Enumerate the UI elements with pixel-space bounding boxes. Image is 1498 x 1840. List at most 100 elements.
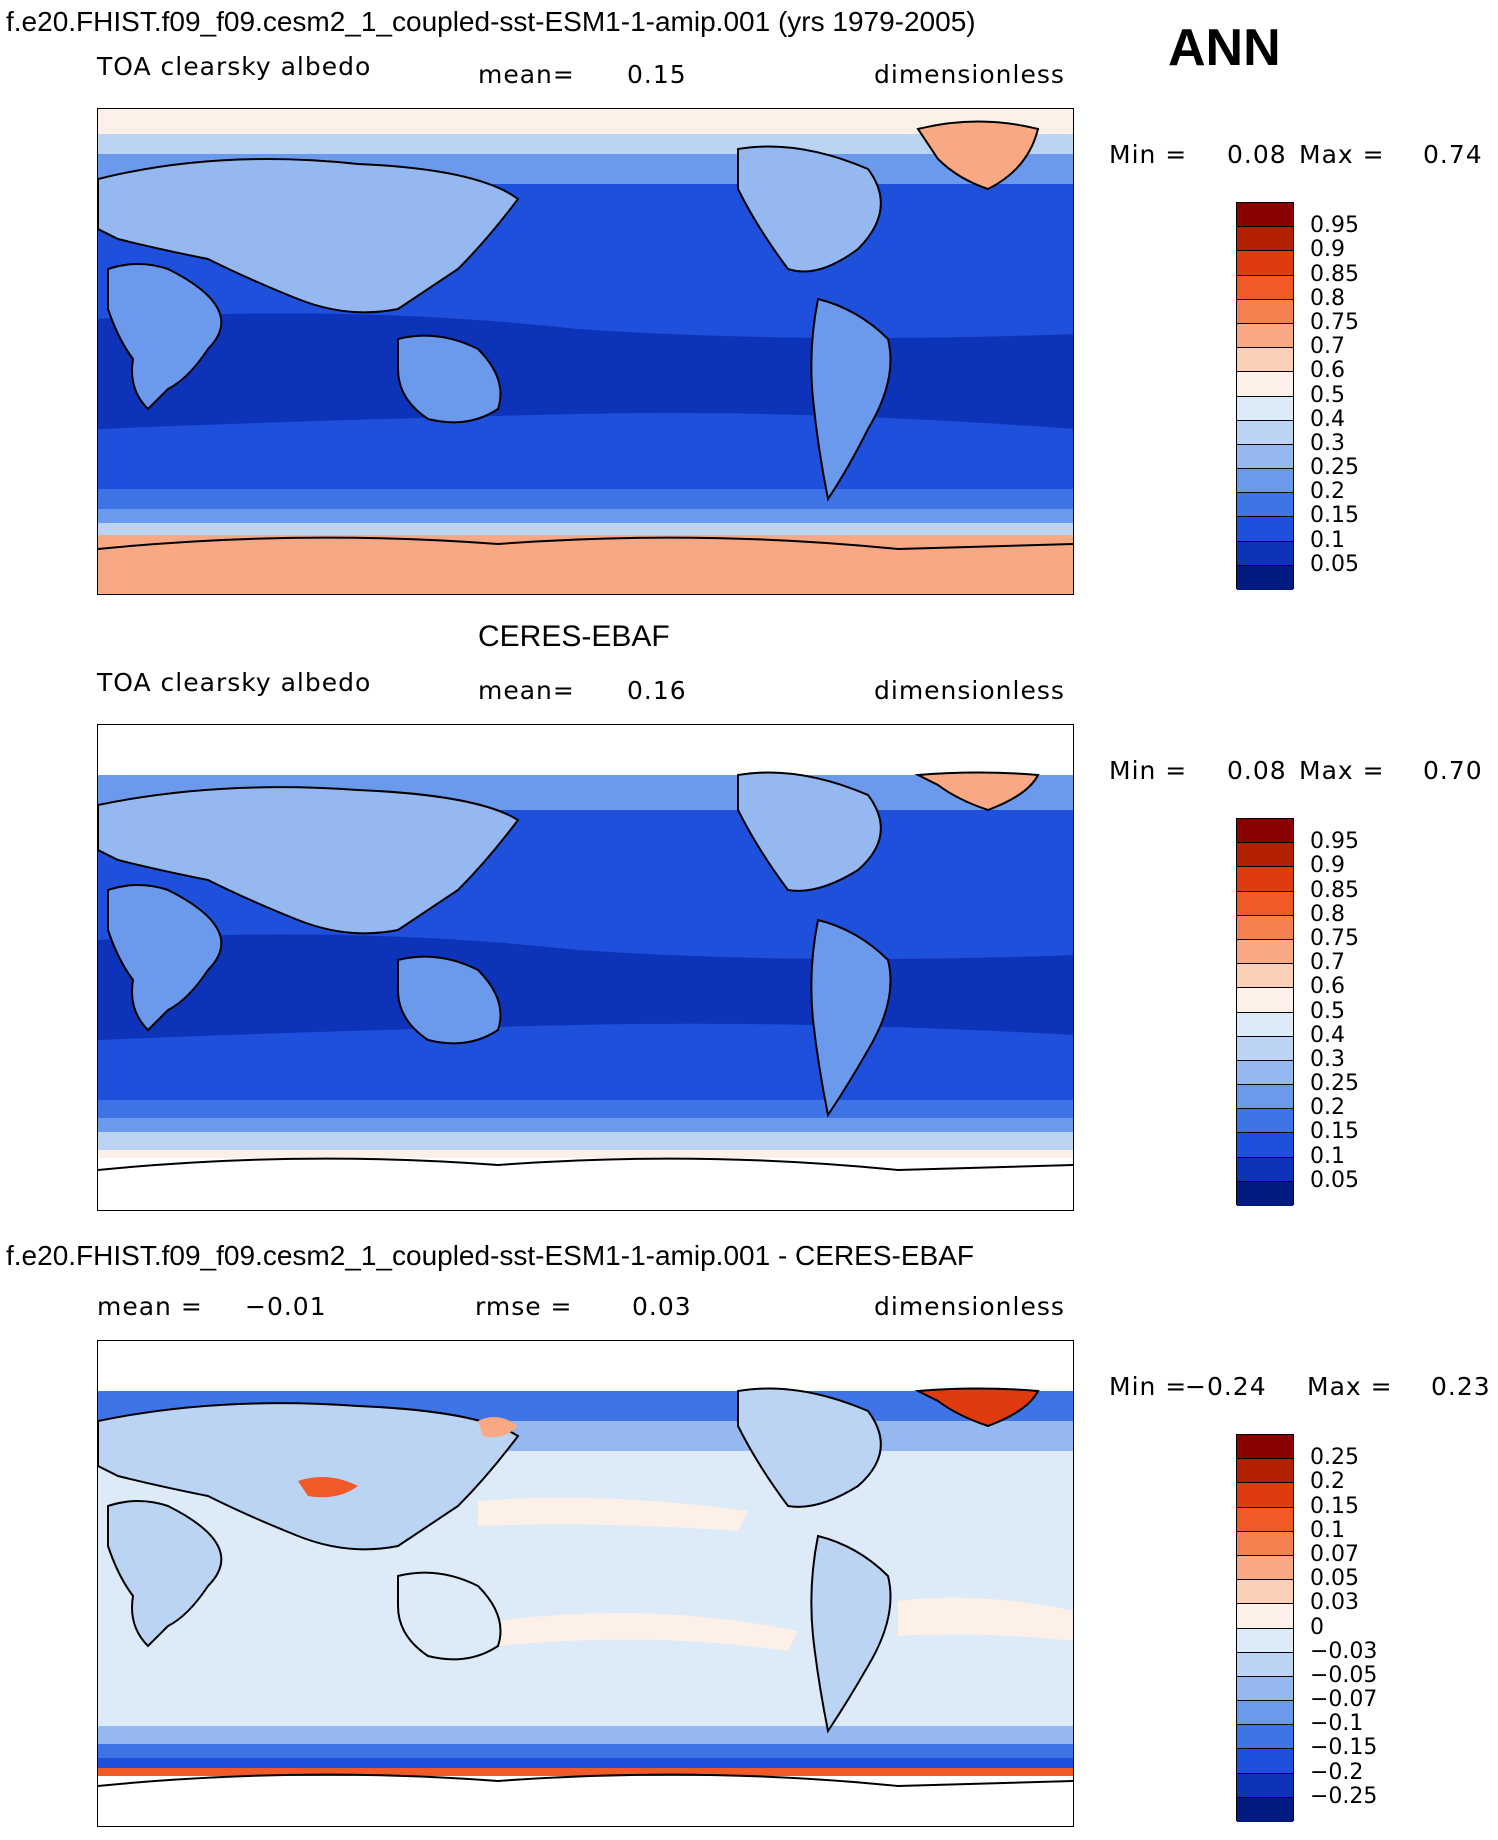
panel2-max-value: 0.70: [1423, 756, 1483, 785]
colorbar-tick-label: 0.9: [1310, 853, 1345, 879]
colorbar-tick-label: 0.15: [1310, 1493, 1359, 1519]
colorbar-swatch: [1237, 469, 1293, 494]
colorbar-tick-label: −0.1: [1310, 1711, 1364, 1737]
colorbar-tick-label: 0.9: [1310, 237, 1345, 263]
panel2-mean-label: mean=: [478, 676, 575, 705]
panel3-mean-label: mean =: [97, 1292, 203, 1321]
panel3-colorbar: [1236, 1434, 1294, 1822]
colorbar-swatch: [1237, 1580, 1293, 1605]
colorbar-swatch: [1237, 1749, 1293, 1774]
colorbar-swatch: [1237, 565, 1293, 590]
colorbar-tick-label: 0.7: [1310, 334, 1345, 360]
colorbar-swatch: [1237, 1012, 1293, 1037]
colorbar-tick-label: 0.05: [1310, 1566, 1359, 1592]
colorbar-swatch: [1237, 275, 1293, 300]
panel2-colorbar: [1236, 818, 1294, 1206]
colorbar-swatch: [1237, 1555, 1293, 1581]
colorbar-swatch: [1237, 517, 1293, 542]
colorbar-swatch: [1237, 964, 1293, 989]
season-label: ANN: [1168, 19, 1281, 77]
colorbar-tick-label: 0.85: [1310, 261, 1359, 287]
colorbar-swatch: [1237, 1157, 1293, 1182]
colorbar-swatch: [1237, 891, 1293, 916]
colorbar-swatch: [1237, 444, 1293, 470]
panel3-max-value: 0.23: [1431, 1372, 1491, 1401]
colorbar-tick-label: 0.7: [1310, 950, 1345, 976]
colorbar-swatch: [1237, 372, 1293, 397]
panel2-units: dimensionless: [874, 676, 1065, 705]
panel2-min-value: 0.08: [1227, 756, 1287, 785]
colorbar-tick-label: 0.1: [1310, 1143, 1345, 1169]
panel2-max-label: Max =: [1299, 756, 1385, 785]
colorbar-tick-label: 0.95: [1310, 829, 1359, 855]
colorbar-swatch: [1237, 988, 1293, 1013]
panel1-units: dimensionless: [874, 60, 1065, 89]
panel1-map-svg: [98, 109, 1073, 594]
colorbar-swatch: [1237, 541, 1293, 566]
colorbar-swatch: [1237, 1435, 1293, 1460]
colorbar-swatch: [1237, 1109, 1293, 1134]
colorbar-tick-label: 0: [1310, 1614, 1324, 1640]
colorbar-swatch: [1237, 1797, 1293, 1822]
colorbar-swatch: [1237, 1036, 1293, 1061]
colorbar-swatch: [1237, 1652, 1293, 1677]
colorbar-swatch: [1237, 867, 1293, 892]
colorbar-tick-label: 0.95: [1310, 213, 1359, 239]
colorbar-tick-label: 0.25: [1310, 1445, 1359, 1471]
colorbar-swatch: [1237, 1604, 1293, 1629]
panel3-map-svg: [98, 1341, 1073, 1826]
colorbar-tick-label: 0.75: [1310, 925, 1359, 951]
colorbar-swatch: [1237, 1085, 1293, 1110]
colorbar-tick-label: 0.4: [1310, 1022, 1345, 1048]
colorbar-tick-label: 0.8: [1310, 901, 1345, 927]
colorbar-swatch: [1237, 1725, 1293, 1750]
panel2-mean-value: 0.16: [627, 676, 687, 705]
colorbar-tick-label: 0.6: [1310, 358, 1345, 384]
colorbar-swatch: [1237, 1531, 1293, 1556]
colorbar-swatch: [1237, 939, 1293, 965]
colorbar-tick-label: 0.15: [1310, 503, 1359, 529]
panel3-units: dimensionless: [874, 1292, 1065, 1321]
panel3-rmse-label: rmse =: [475, 1292, 573, 1321]
colorbar-swatch: [1237, 1133, 1293, 1158]
colorbar-swatch: [1237, 1181, 1293, 1206]
colorbar-swatch: [1237, 1676, 1293, 1702]
colorbar-swatch: [1237, 1459, 1293, 1484]
panel1-colorbar: [1236, 202, 1294, 590]
colorbar-swatch: [1237, 1773, 1293, 1798]
colorbar-tick-label: 0.1: [1310, 527, 1345, 553]
panel3-map: [97, 1340, 1074, 1827]
panel3-rmse-value: 0.03: [632, 1292, 692, 1321]
panel1-min-label: Min =: [1109, 140, 1188, 169]
colorbar-tick-label: 0.2: [1310, 1095, 1345, 1121]
colorbar-tick-label: 0.4: [1310, 406, 1345, 432]
colorbar-tick-label: 0.6: [1310, 974, 1345, 1000]
colorbar-tick-label: 0.07: [1310, 1541, 1359, 1567]
colorbar-tick-label: 0.75: [1310, 309, 1359, 335]
colorbar-swatch: [1237, 1507, 1293, 1532]
colorbar-swatch: [1237, 299, 1293, 324]
colorbar-tick-label: −0.25: [1310, 1783, 1378, 1809]
panel2-min-label: Min =: [1109, 756, 1188, 785]
panel1-mean-label: mean=: [478, 60, 575, 89]
colorbar-tick-label: −0.15: [1310, 1735, 1378, 1761]
diff-title: f.e20.FHIST.f09_f09.cesm2_1_coupled-sst-…: [6, 1240, 974, 1271]
colorbar-swatch: [1237, 396, 1293, 421]
colorbar-tick-label: 0.15: [1310, 1119, 1359, 1145]
colorbar-tick-label: 0.85: [1310, 877, 1359, 903]
panel3-min-value: −0.24: [1185, 1372, 1267, 1401]
panel2-dataset-title: CERES-EBAF: [478, 620, 670, 653]
panel1-variable: TOA clearsky albedo: [97, 52, 372, 81]
colorbar-swatch: [1237, 1701, 1293, 1726]
colorbar-swatch: [1237, 819, 1293, 844]
panel1-max-value: 0.74: [1423, 140, 1483, 169]
colorbar-tick-label: 0.05: [1310, 551, 1359, 577]
colorbar-swatch: [1237, 251, 1293, 276]
panel3-min-label: Min =: [1109, 1372, 1188, 1401]
colorbar-swatch: [1237, 203, 1293, 228]
colorbar-swatch: [1237, 493, 1293, 518]
colorbar-swatch: [1237, 1483, 1293, 1508]
colorbar-tick-label: 0.3: [1310, 430, 1345, 456]
colorbar-tick-label: 0.2: [1310, 479, 1345, 505]
colorbar-tick-label: 0.25: [1310, 1071, 1359, 1097]
